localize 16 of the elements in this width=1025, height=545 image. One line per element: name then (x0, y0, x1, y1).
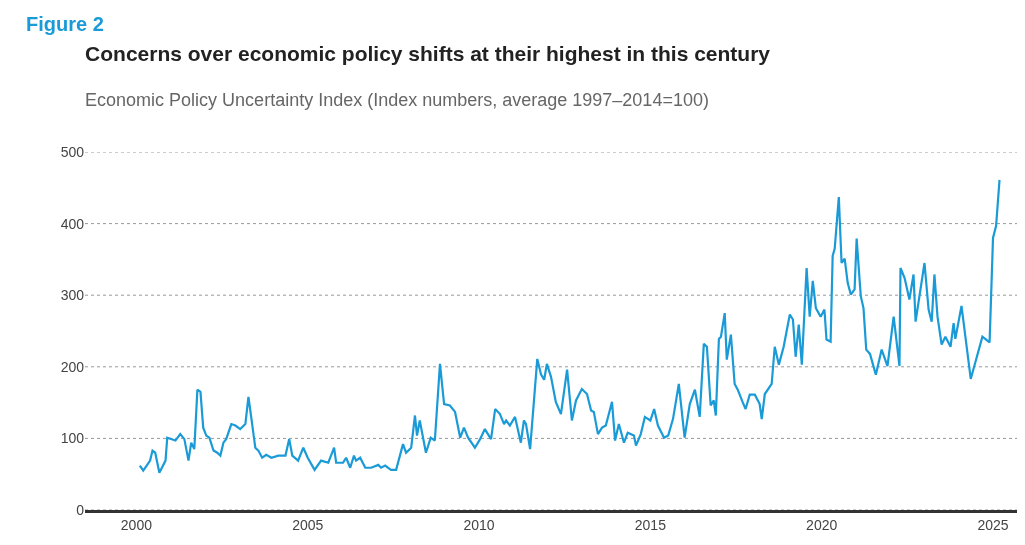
x-tick-label: 2025 (977, 516, 1009, 533)
chart-subtitle: Economic Policy Uncertainty Index (Index numbers, average 1997–2014=100) (85, 90, 709, 111)
x-tick-label: 2005 (292, 516, 324, 533)
x-tick-label: 2000 (120, 516, 153, 533)
y-tick-label: 500 (60, 143, 85, 160)
y-tick-label: 400 (60, 215, 85, 232)
y-tick-label: 100 (60, 430, 85, 447)
y-tick-label: 200 (60, 358, 85, 375)
chart-title: Concerns over economic policy shifts at their highest in this century (85, 42, 771, 66)
caption: Figure 2 (26, 13, 104, 35)
y-tick-label: 0 (76, 501, 85, 518)
x-tick-label: 2015 (634, 516, 667, 533)
x-tick-label: 2020 (806, 516, 838, 533)
y-tick-label: 300 (60, 287, 85, 304)
x-tick-label: 2010 (463, 516, 495, 533)
line-series (138, 178, 1001, 474)
